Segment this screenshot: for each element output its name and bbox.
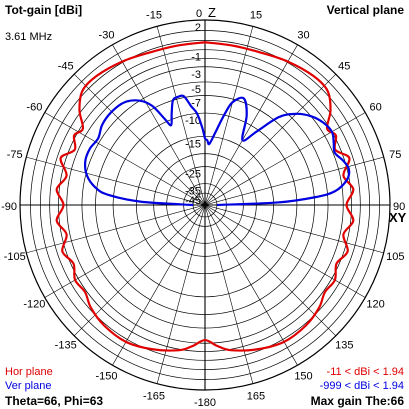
angle-tick-label: -15	[146, 10, 162, 22]
angle-tick-label: 15	[250, 10, 262, 22]
gain-ring-label: -7	[191, 98, 201, 110]
gain-ring-label: -5	[191, 84, 201, 96]
gain-ring-label: 2	[195, 22, 201, 34]
angle-tick-label: -135	[55, 339, 77, 351]
theta-phi-text: Theta=66, Phi=63	[5, 394, 104, 408]
angle-tick-label: 150	[294, 371, 312, 383]
gain-ring-label: -25	[185, 169, 201, 181]
angle-tick-label: -30	[99, 29, 115, 41]
gain-ring-label: -3	[191, 69, 201, 81]
hor-range-text: -11 < dBi < 1.94	[326, 366, 404, 378]
max-gain-text: Max gain The:66	[310, 394, 404, 408]
angle-tick-label: -165	[143, 390, 165, 402]
angle-tick-label: 135	[335, 339, 353, 351]
ver-plane-line	[84, 94, 351, 207]
angle-tick-label: -105	[4, 251, 26, 263]
angle-tick-label: 165	[247, 390, 265, 402]
gain-ring-label: -1	[191, 52, 201, 64]
gain-ring-label: -35	[185, 186, 201, 198]
polar-axes	[20, 20, 390, 390]
angle-tick-labels: 1530456075105120135150165-180-165-150-13…	[1, 8, 405, 409]
angle-tick-label: 0	[196, 8, 202, 20]
xy-axis-label: XY	[389, 210, 407, 225]
angle-tick-label: -180	[194, 397, 216, 409]
angle-tick-label: 60	[369, 102, 381, 114]
gain-ring-label: -15	[185, 138, 201, 150]
gain-ring-label: -10	[185, 115, 201, 127]
ver-plane-legend: Ver plane	[5, 380, 52, 392]
angle-tick-label: 120	[366, 299, 384, 311]
pattern-series	[55, 41, 355, 352]
angle-tick-label: -60	[26, 102, 42, 114]
angle-tick-label: -150	[95, 371, 117, 383]
angle-tick-label: -45	[58, 61, 74, 73]
angle-tick-label: -90	[1, 201, 17, 213]
ver-range-text: -999 < dBi < 1.94	[319, 380, 404, 392]
angle-tick-label: 90	[393, 201, 405, 213]
angle-tick-label: -75	[7, 149, 23, 161]
z-axis-label: Z	[208, 5, 216, 20]
frequency-label: 3.61 MHz	[5, 31, 53, 43]
hor-plane-legend: Hor plane	[5, 366, 53, 378]
angle-spoke	[156, 26, 254, 384]
angle-tick-label: -120	[23, 299, 45, 311]
angle-tick-label: 105	[386, 251, 404, 263]
angle-tick-label: 75	[389, 149, 401, 161]
angle-tick-label: 45	[338, 61, 350, 73]
angle-tick-label: 30	[297, 29, 309, 41]
chart-title: Tot-gain [dBi]	[5, 3, 83, 17]
gain-ring-labels: 2-1-3-5-7-10-15-25-35-45	[185, 22, 201, 207]
plane-title: Vertical plane	[326, 3, 404, 17]
